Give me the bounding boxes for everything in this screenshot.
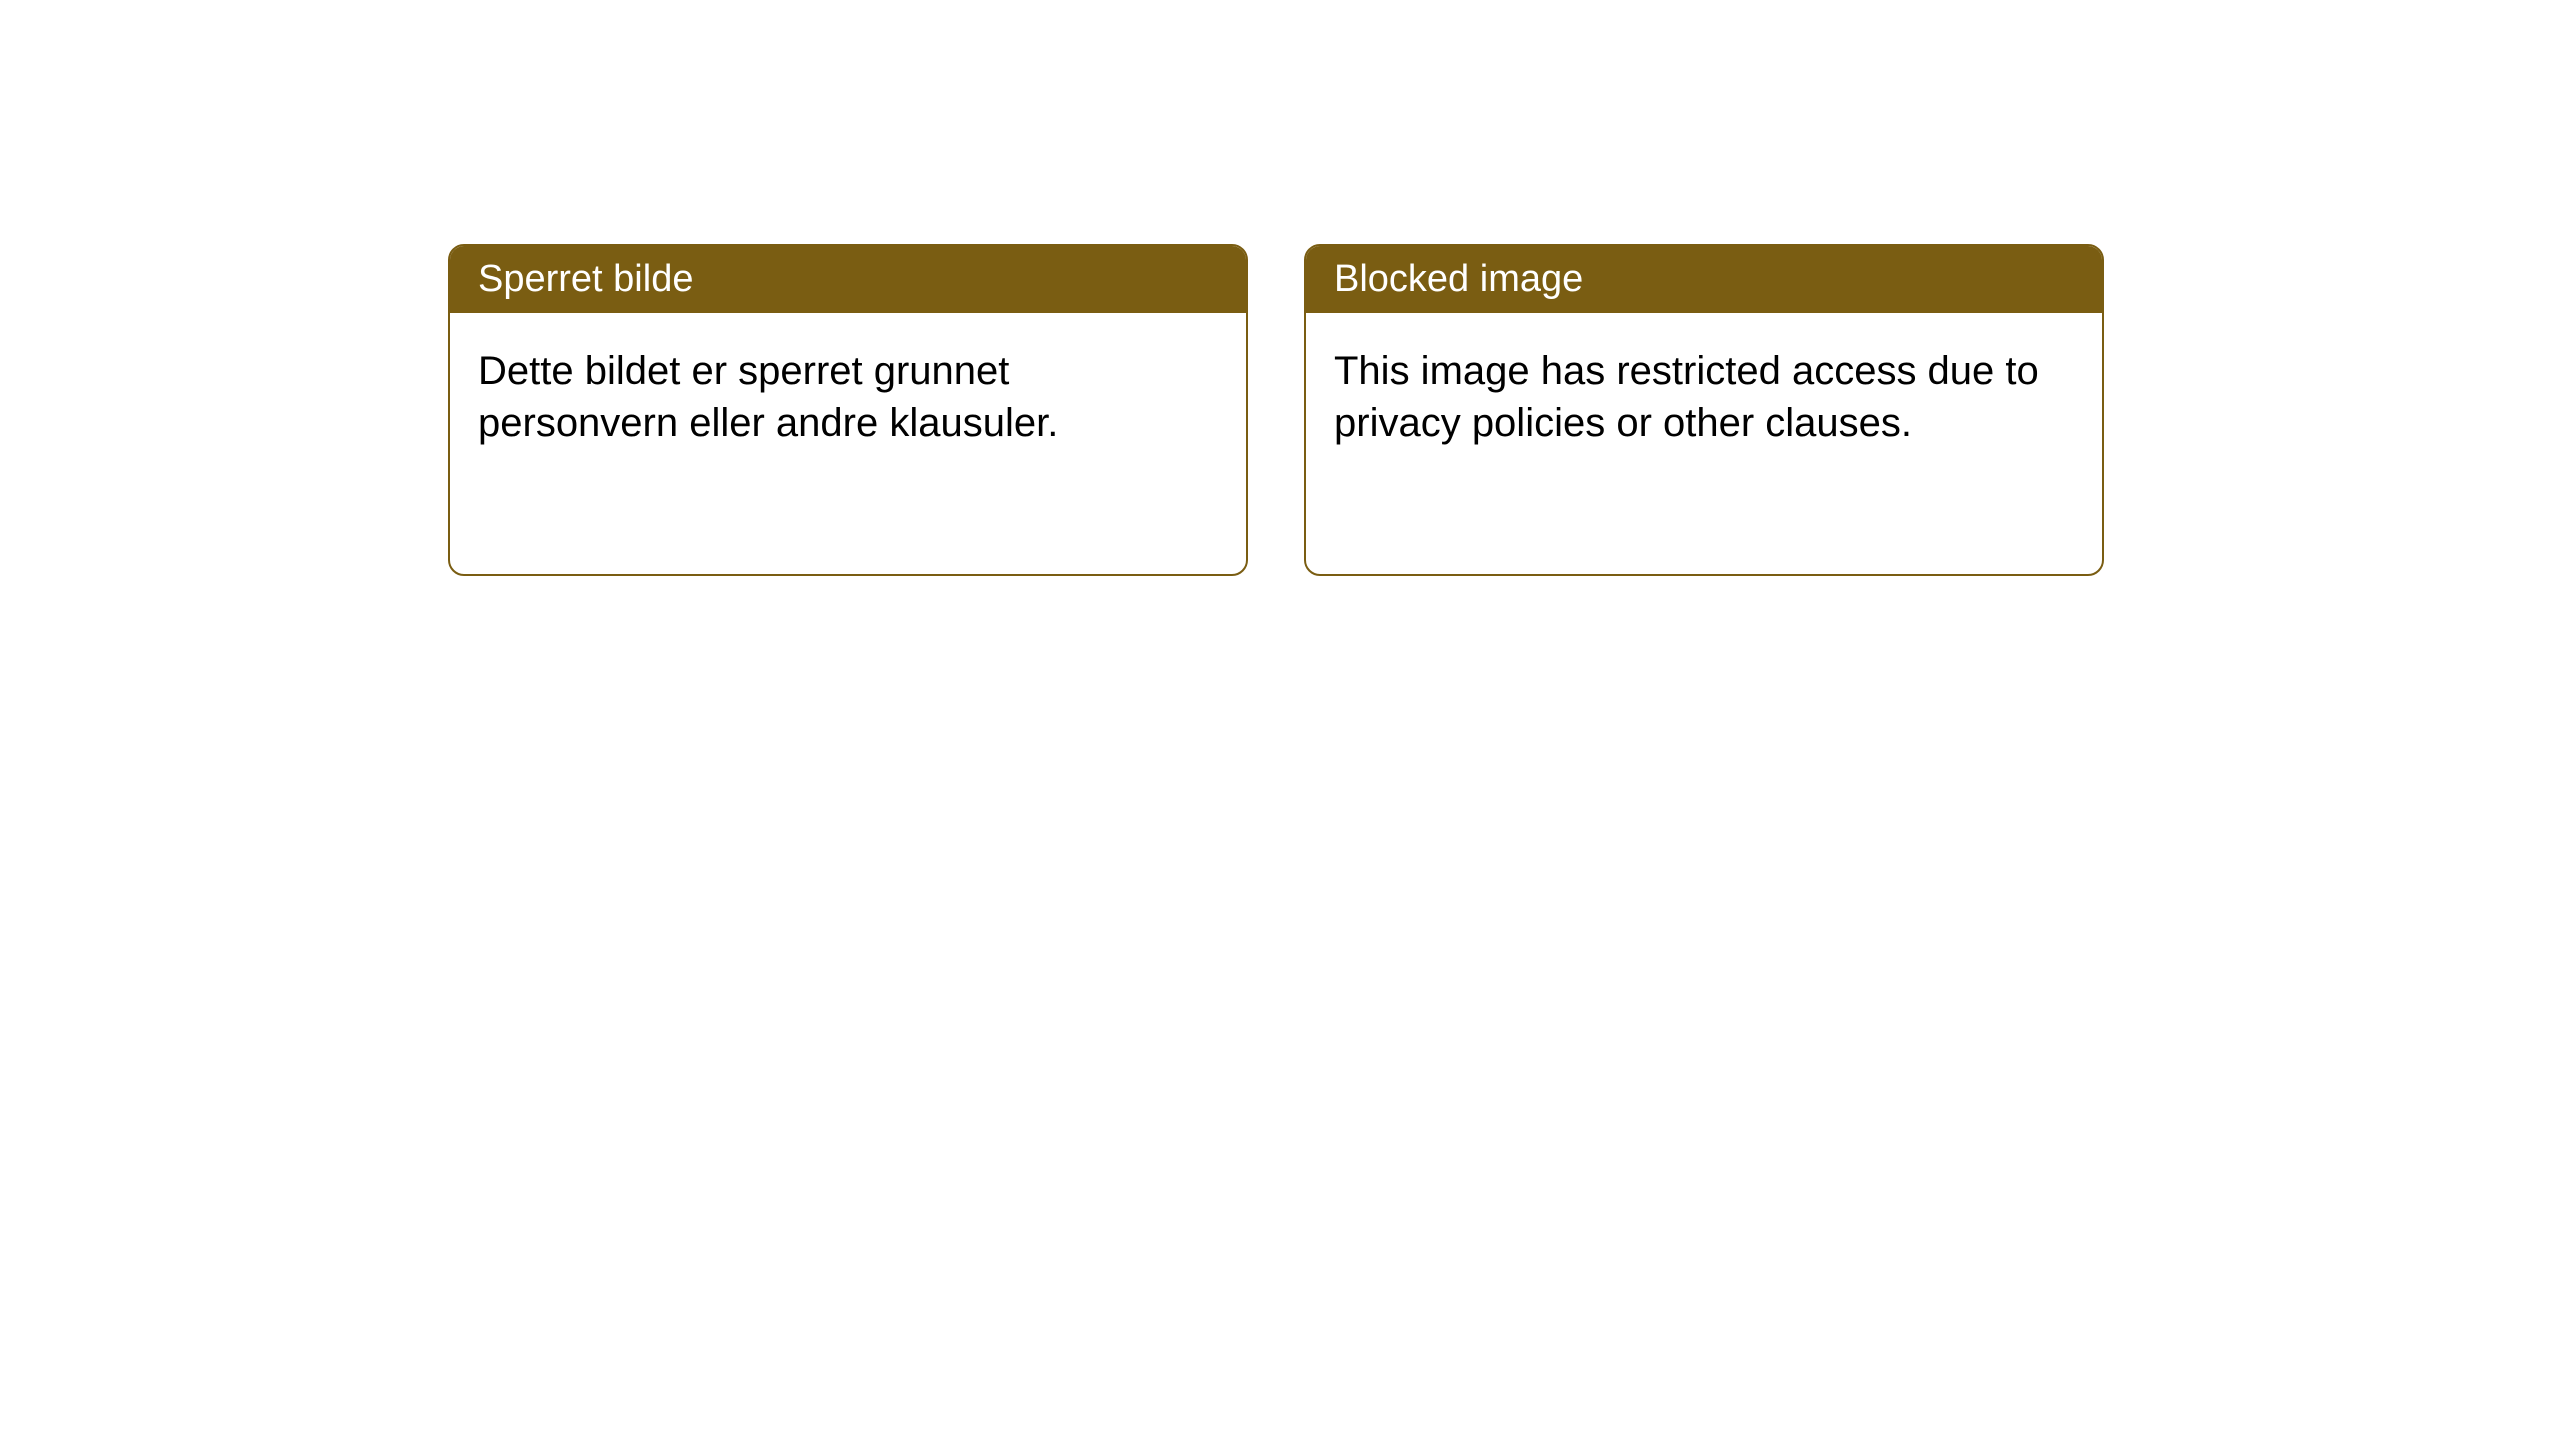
notice-body-text: Dette bildet er sperret grunnet personve… [478,349,1058,445]
notice-body: Dette bildet er sperret grunnet personve… [450,313,1246,481]
notice-body-text: This image has restricted access due to … [1334,349,2039,445]
notice-container: Sperret bilde Dette bildet er sperret gr… [448,244,2104,576]
notice-header: Sperret bilde [450,246,1246,313]
notice-card-norwegian: Sperret bilde Dette bildet er sperret gr… [448,244,1248,576]
notice-header: Blocked image [1306,246,2102,313]
notice-card-english: Blocked image This image has restricted … [1304,244,2104,576]
notice-body: This image has restricted access due to … [1306,313,2102,481]
notice-title: Sperret bilde [478,258,693,300]
notice-title: Blocked image [1334,258,1583,300]
